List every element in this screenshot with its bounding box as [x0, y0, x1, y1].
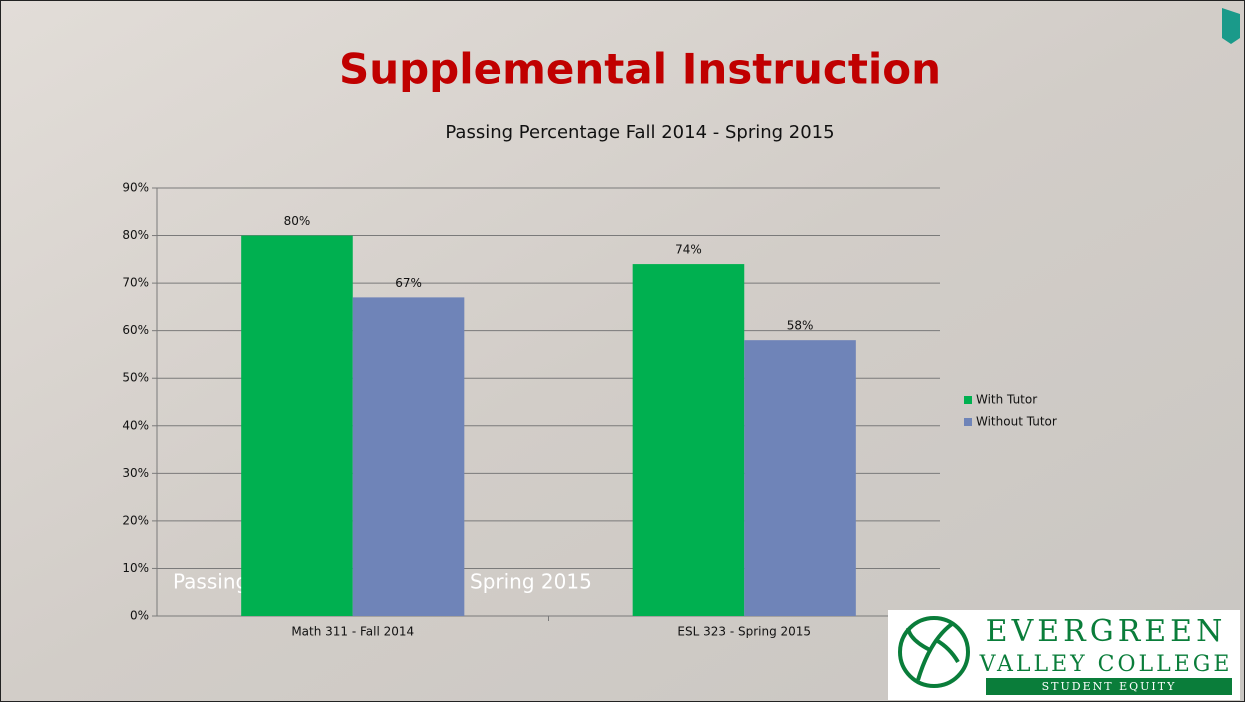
slide: Supplemental Instruction Passing Spring … [0, 0, 1245, 702]
y-tick-label: 50% [122, 371, 149, 385]
y-tick-label: 80% [122, 228, 149, 242]
slide-title: Supplemental Instruction [339, 45, 941, 94]
logo-text: VALLEY COLLEGE [979, 652, 1233, 677]
legend-swatch [964, 396, 972, 404]
background [0, 0, 1245, 702]
bar [633, 264, 745, 616]
value-label: 67% [395, 276, 422, 290]
x-tick-label: Math 311 - Fall 2014 [291, 625, 414, 639]
bar [241, 236, 353, 616]
y-tick-label: 70% [122, 276, 149, 290]
corner-tab [1222, 8, 1240, 44]
chart-title: Passing Percentage Fall 2014 - Spring 20… [445, 122, 834, 143]
value-label: 74% [675, 243, 702, 257]
y-tick-label: 40% [122, 418, 149, 432]
legend-label: With Tutor [976, 393, 1037, 407]
y-tick-label: 10% [122, 561, 149, 575]
value-label: 58% [787, 319, 814, 333]
legend-swatch [964, 418, 972, 426]
x-tick-label: ESL 323 - Spring 2015 [677, 625, 811, 639]
y-tick-label: 20% [122, 513, 149, 527]
background-text: Passing [173, 570, 248, 594]
y-tick-label: 30% [122, 466, 149, 480]
legend-label: Without Tutor [976, 415, 1057, 429]
logo-text: EVERGREEN [986, 614, 1227, 649]
bar [353, 297, 465, 616]
logo: EVERGREEN VALLEY COLLEGE STUDENT EQUITY [888, 610, 1240, 700]
value-label: 80% [284, 214, 311, 228]
background-text: Spring 2015 [470, 570, 592, 594]
y-tick-label: 0% [130, 609, 149, 623]
y-tick-label: 60% [122, 323, 149, 337]
bar [744, 340, 856, 616]
y-tick-label: 90% [122, 181, 149, 195]
logo-text: STUDENT EQUITY [1042, 680, 1177, 693]
